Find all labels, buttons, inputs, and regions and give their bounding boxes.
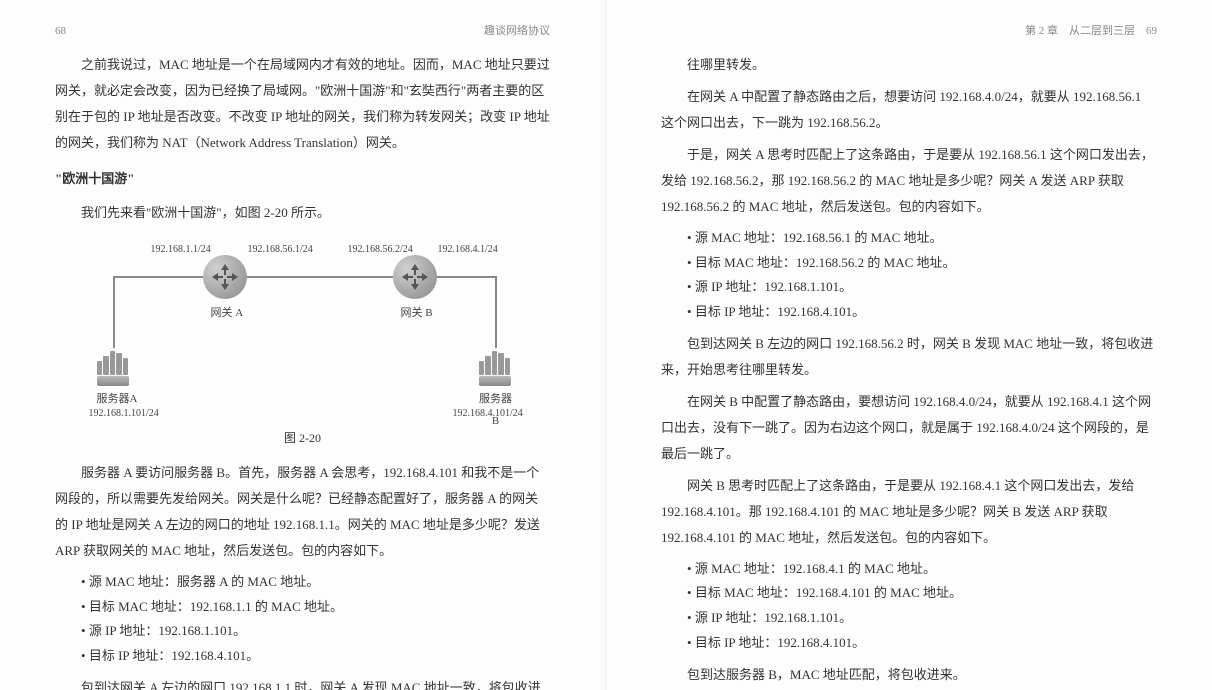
list-item: 目标 MAC 地址：192.168.4.101 的 MAC 地址。: [687, 581, 1157, 606]
gateway-a-label: 网关 A: [211, 302, 244, 324]
left-bullets1: 源 MAC 地址：服务器 A 的 MAC 地址。 目标 MAC 地址：192.1…: [81, 570, 550, 669]
router-icon-gateway-b: [393, 255, 437, 299]
list-item: 源 MAC 地址：192.168.4.1 的 MAC 地址。: [687, 557, 1157, 582]
list-item: 源 IP 地址：192.168.1.101。: [687, 275, 1157, 300]
network-diagram: 192.168.1.1/24 192.168.56.1/24 192.168.5…: [93, 240, 513, 420]
left-page-header: 68 趣谈网络协议: [55, 20, 550, 42]
list-item: 目标 IP 地址：192.168.4.101。: [687, 631, 1157, 656]
link-server-a: [113, 276, 203, 278]
server-b-ip: 192.168.4.101/24: [453, 404, 523, 424]
section-title-eu-tour: "欧洲十国游": [55, 166, 550, 192]
page-number-left: 68: [55, 20, 66, 42]
list-item: 源 MAC 地址：服务器 A 的 MAC 地址。: [81, 570, 550, 595]
ip-label-gateway-a-left: 192.168.1.1/24: [151, 240, 211, 260]
right-bullets2: 源 MAC 地址：192.168.4.1 的 MAC 地址。 目标 MAC 地址…: [687, 557, 1157, 656]
left-para4: 包到达网关 A 左边的网口 192.168.1.1 时，网关 A 发现 MAC …: [55, 675, 550, 690]
link-a-b: [247, 276, 393, 278]
list-item: 目标 IP 地址：192.168.4.101。: [81, 644, 550, 669]
right-para3: 于是，网关 A 思考时匹配上了这条路由，于是要从 192.168.56.1 这个…: [661, 142, 1157, 220]
chapter-label: 第 2 章 从二层到三层 69: [661, 20, 1157, 42]
right-para7: 包到达服务器 B，MAC 地址匹配，将包收进来。: [661, 662, 1157, 688]
server-a-ip: 192.168.1.101/24: [89, 404, 159, 424]
ip-label-gateway-b-right: 192.168.4.1/24: [438, 240, 498, 260]
list-item: 目标 MAC 地址：192.168.1.1 的 MAC 地址。: [81, 595, 550, 620]
right-bullets1: 源 MAC 地址：192.168.56.1 的 MAC 地址。 目标 MAC 地…: [687, 226, 1157, 325]
list-item: 源 IP 地址：192.168.1.101。: [687, 606, 1157, 631]
figure-caption: 图 2-20: [55, 426, 550, 450]
book-title: 趣谈网络协议: [484, 20, 550, 42]
right-para6: 网关 B 思考时匹配上了这条路由，于是要从 192.168.4.1 这个网口发出…: [661, 473, 1157, 551]
right-para5: 在网关 B 中配置了静态路由，要想访问 192.168.4.0/24，就要从 1…: [661, 389, 1157, 467]
list-item: 源 MAC 地址：192.168.56.1 的 MAC 地址。: [687, 226, 1157, 251]
right-para1: 往哪里转发。: [661, 52, 1157, 78]
server-icon-a: [97, 348, 129, 386]
link-server-b: [437, 276, 497, 278]
router-icon-gateway-a: [203, 255, 247, 299]
server-icon-b: [479, 348, 511, 386]
right-page-header: 第 2 章 从二层到三层 69: [661, 20, 1157, 42]
list-item: 目标 IP 地址：192.168.4.101。: [687, 300, 1157, 325]
left-para1: 之前我说过，MAC 地址是一个在局域网内才有效的地址。因而，MAC 地址只要过网…: [55, 52, 550, 156]
left-page: 68 趣谈网络协议 之前我说过，MAC 地址是一个在局域网内才有效的地址。因而，…: [0, 0, 606, 690]
right-page: 第 2 章 从二层到三层 69 往哪里转发。 在网关 A 中配置了静态路由之后，…: [606, 0, 1212, 690]
ip-label-gateway-a-right: 192.168.56.1/24: [248, 240, 313, 260]
left-para2: 我们先来看"欧洲十国游"，如图 2-20 所示。: [55, 200, 550, 226]
list-item: 源 IP 地址：192.168.1.101。: [81, 619, 550, 644]
book-spread: 68 趣谈网络协议 之前我说过，MAC 地址是一个在局域网内才有效的地址。因而，…: [0, 0, 1212, 690]
list-item: 目标 MAC 地址：192.168.56.2 的 MAC 地址。: [687, 251, 1157, 276]
right-para4: 包到达网关 B 左边的网口 192.168.56.2 时，网关 B 发现 MAC…: [661, 331, 1157, 383]
left-para3: 服务器 A 要访问服务器 B。首先，服务器 A 会思考，192.168.4.10…: [55, 460, 550, 564]
right-para2: 在网关 A 中配置了静态路由之后，想要访问 192.168.4.0/24，就要从…: [661, 84, 1157, 136]
gateway-b-label: 网关 B: [401, 302, 433, 324]
